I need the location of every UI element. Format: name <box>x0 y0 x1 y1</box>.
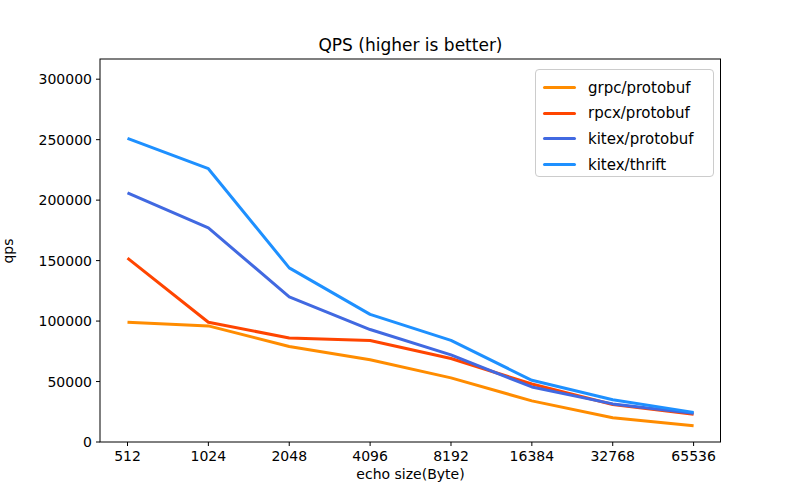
series-line-kitex-thrift <box>128 138 694 412</box>
legend-line-icon <box>543 137 576 140</box>
legend: grpc/protobuf rpcx/protobuf kitex/protob… <box>535 69 714 177</box>
y-tick-label: 200000 <box>39 192 92 208</box>
series-line-rpcx-protobuf <box>128 258 694 414</box>
legend-label: kitex/thrift <box>588 156 666 174</box>
legend-line-icon <box>543 163 576 166</box>
y-tick-label: 300000 <box>39 71 92 87</box>
x-tick-label: 512 <box>114 448 141 464</box>
x-tick-label: 65536 <box>671 448 716 464</box>
legend-item: kitex/thrift <box>543 152 713 178</box>
x-tick-label: 2048 <box>271 448 307 464</box>
y-tick-label: 100000 <box>39 313 92 329</box>
x-tick-label: 16384 <box>510 448 555 464</box>
series-line-kitex-protobuf <box>128 193 694 413</box>
x-tick-label: 8192 <box>433 448 469 464</box>
y-tick-label: 150000 <box>39 253 92 269</box>
figure: QPS (higher is better) qps 0500001000001… <box>0 0 800 500</box>
legend-line-icon <box>543 86 576 89</box>
legend-label: kitex/protobuf <box>588 130 694 148</box>
legend-item: kitex/protobuf <box>543 126 713 152</box>
y-tick-label: 0 <box>83 434 92 450</box>
x-tick-label: 32768 <box>590 448 635 464</box>
x-tick-label: 4096 <box>352 448 388 464</box>
legend-label: rpcx/protobuf <box>588 104 690 122</box>
legend-item: rpcx/protobuf <box>543 101 713 127</box>
x-tick-label: 1024 <box>191 448 227 464</box>
y-tick-label: 250000 <box>39 132 92 148</box>
legend-line-icon <box>543 112 576 115</box>
legend-label: grpc/protobuf <box>588 79 690 97</box>
x-axis-label: echo size(Byte) <box>100 466 721 482</box>
y-tick-label: 50000 <box>47 374 92 390</box>
legend-item: grpc/protobuf <box>543 75 713 101</box>
series-line-grpc-protobuf <box>128 322 694 425</box>
